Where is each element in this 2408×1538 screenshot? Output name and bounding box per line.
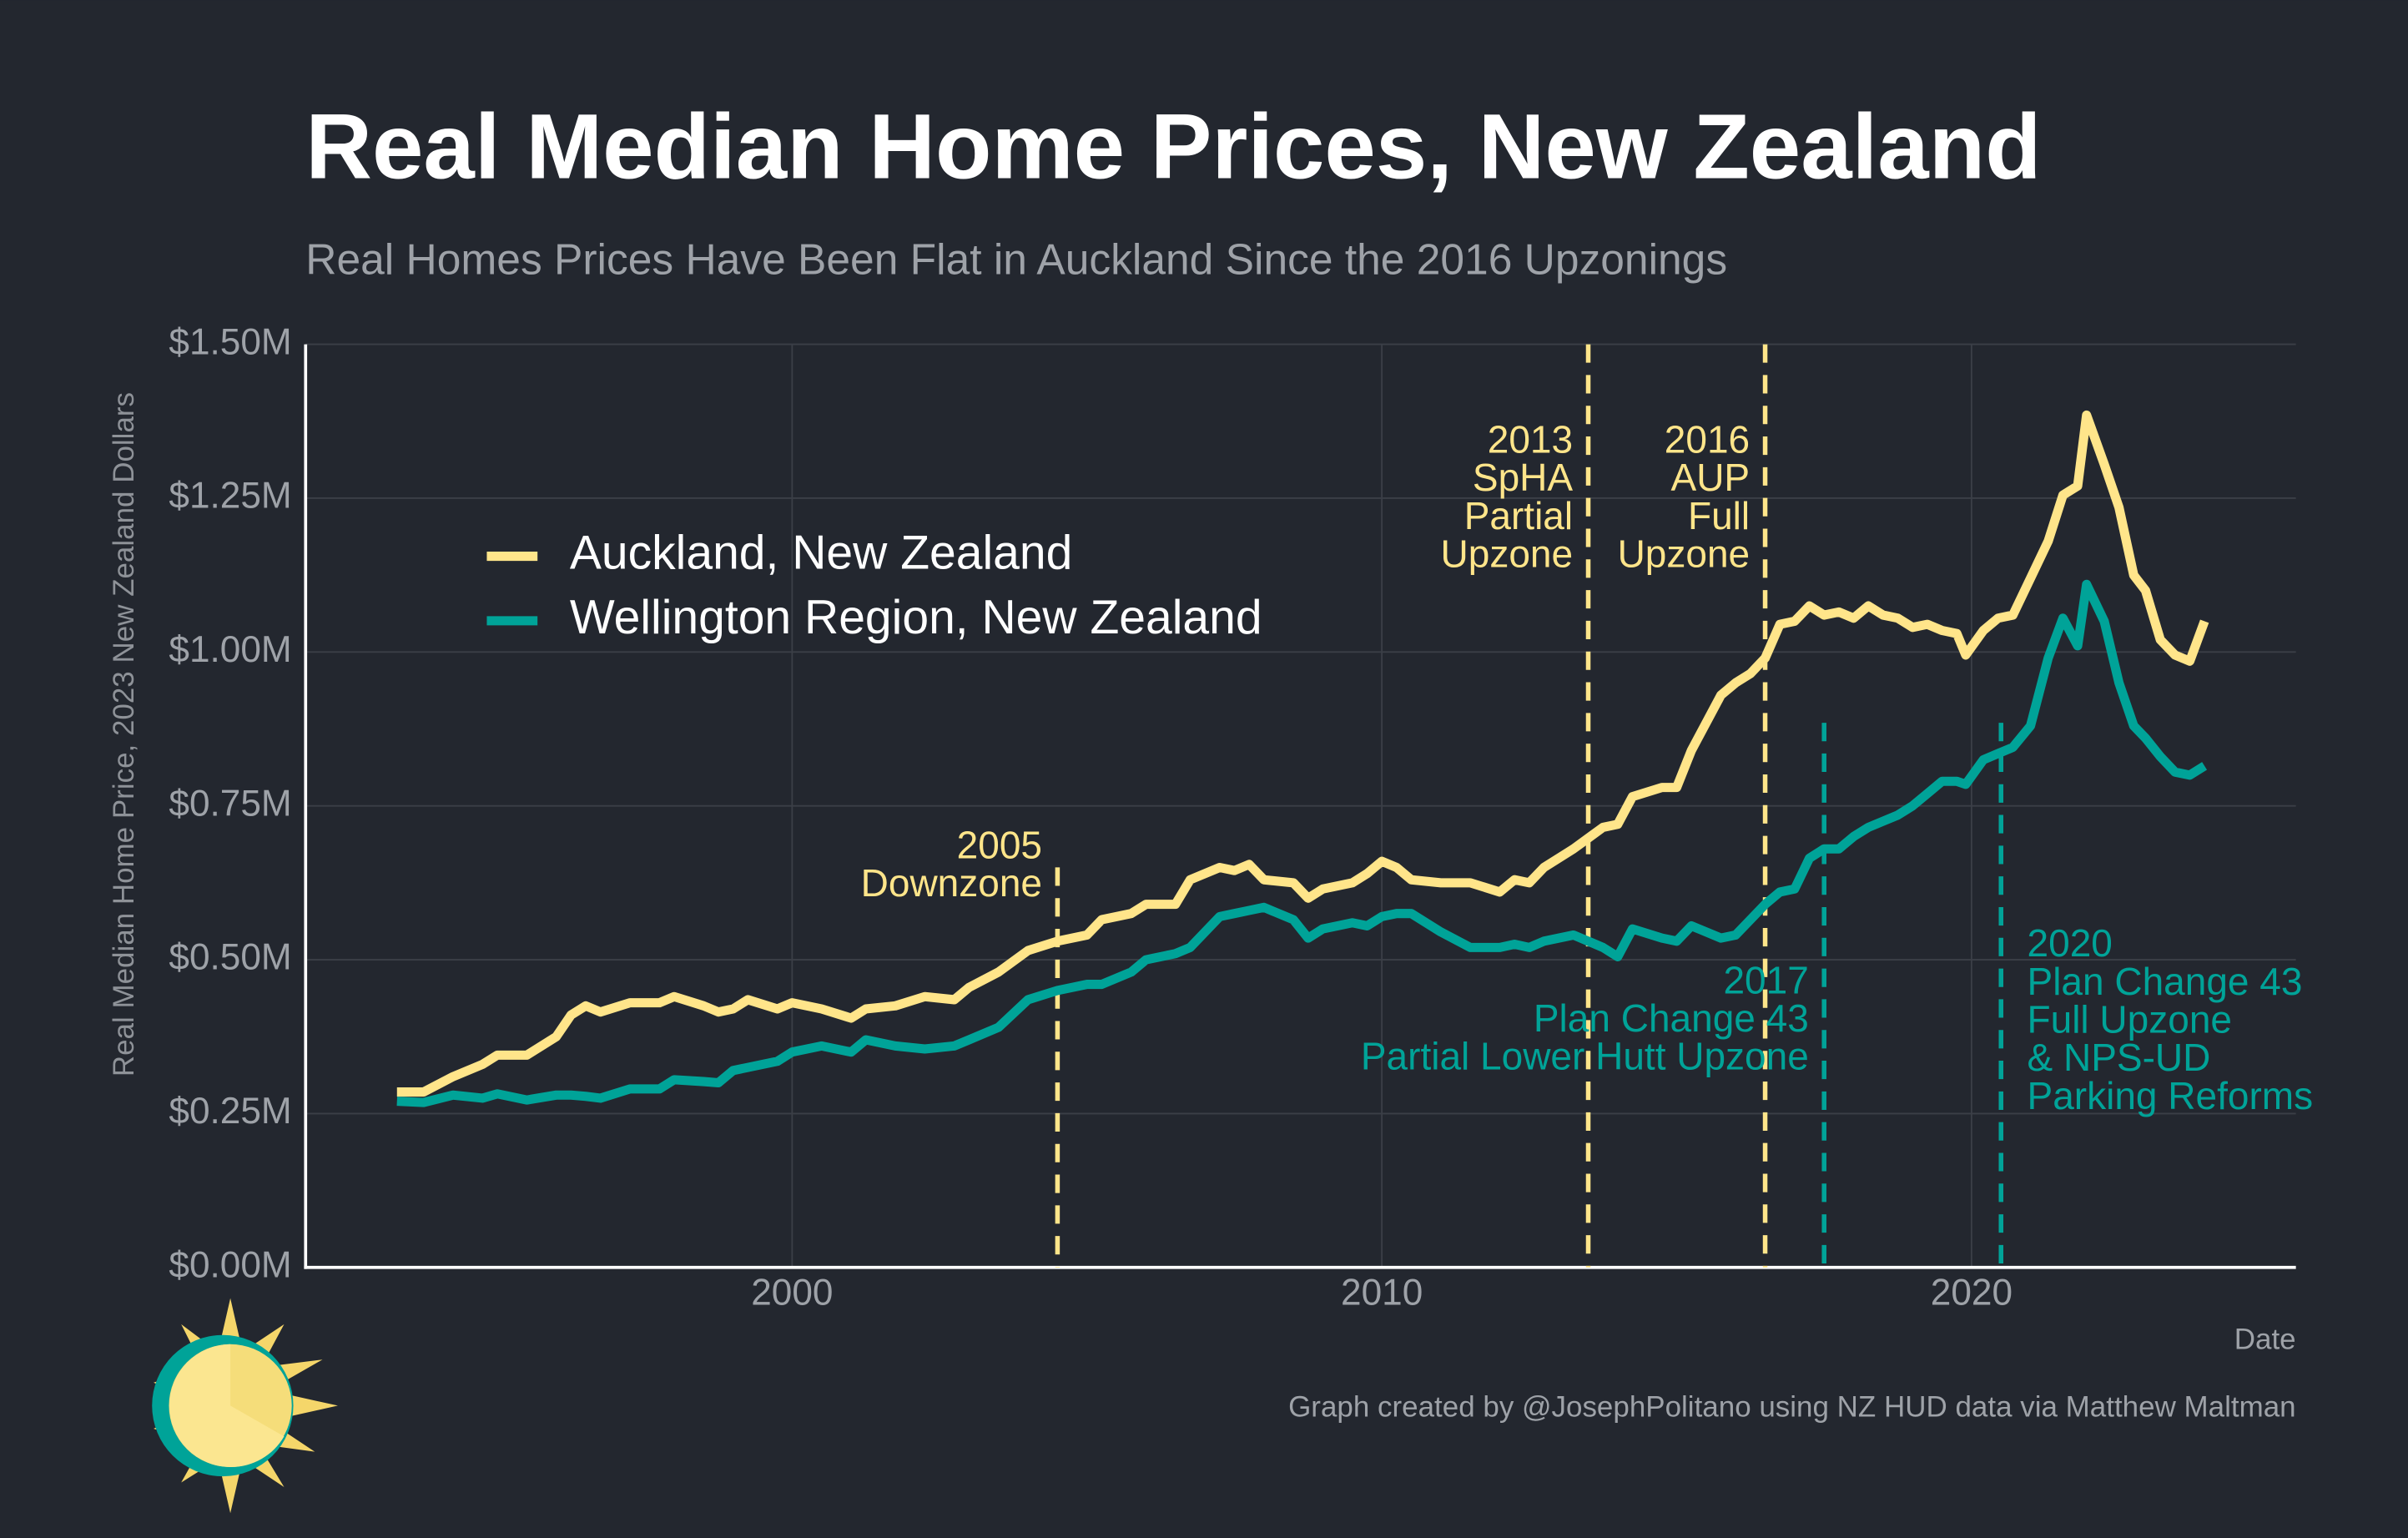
chart-title: Real Median Home Prices, New Zealand: [305, 96, 2041, 199]
y-tick-label: $0.00M: [169, 1244, 291, 1285]
annotation-text: 2013: [1488, 418, 1573, 461]
annotation-text: Partial: [1464, 494, 1573, 537]
annotation-text: 2020: [2028, 921, 2113, 965]
annotation-text: Parking Reforms: [2028, 1074, 2314, 1117]
y-tick-label: $0.50M: [169, 937, 291, 978]
series-line: [396, 579, 2208, 1107]
x-tick-label: 2010: [1341, 1273, 1423, 1314]
y-tick-label: $0.75M: [169, 783, 291, 824]
annotation-text: Downzone: [861, 861, 1042, 905]
annotation-text: AUP: [1671, 456, 1751, 499]
y-tick-label: $1.50M: [169, 321, 291, 362]
legend-label: Wellington Region, New Zealand: [570, 591, 1262, 644]
annotation-text: SpHA: [1473, 456, 1573, 499]
annotation-text: Upzone: [1618, 532, 1751, 575]
y-axis-label: Real Median Home Price, 2023 New Zealand…: [108, 392, 140, 1077]
legend-label: Auckland, New Zealand: [570, 527, 1073, 580]
annotation-text: Partial Lower Hutt Upzone: [1361, 1035, 1809, 1078]
y-tick-label: $0.25M: [169, 1091, 291, 1132]
sun-shade: [169, 1344, 285, 1468]
y-tick-label: $1.25M: [169, 476, 291, 517]
annotation-text: Full: [1688, 494, 1750, 537]
annotation-text: Full Upzone: [2028, 998, 2232, 1041]
chart-subtitle: Real Homes Prices Have Been Flat in Auck…: [305, 235, 1727, 284]
annotation-text: Upzone: [1441, 532, 1574, 575]
annotation-text: 2016: [1665, 418, 1750, 461]
x-tick-label: 2000: [751, 1273, 833, 1314]
credit: Graph created by @JosephPolitano using N…: [1288, 1390, 2296, 1423]
x-tick-label: 2020: [1931, 1273, 2013, 1314]
annotation-text: 2005: [957, 823, 1042, 866]
y-tick-label: $1.00M: [169, 629, 291, 670]
annotation-text: & NPS-UD: [2028, 1036, 2211, 1079]
series-line: [396, 410, 2209, 1097]
x-axis-label: Date: [2234, 1323, 2296, 1355]
annotation-text: 2017: [1723, 958, 1808, 1001]
logo: [152, 1298, 338, 1514]
annotation-text: Plan Change 43: [1534, 996, 1809, 1040]
annotation-text: Plan Change 43: [2028, 960, 2303, 1003]
